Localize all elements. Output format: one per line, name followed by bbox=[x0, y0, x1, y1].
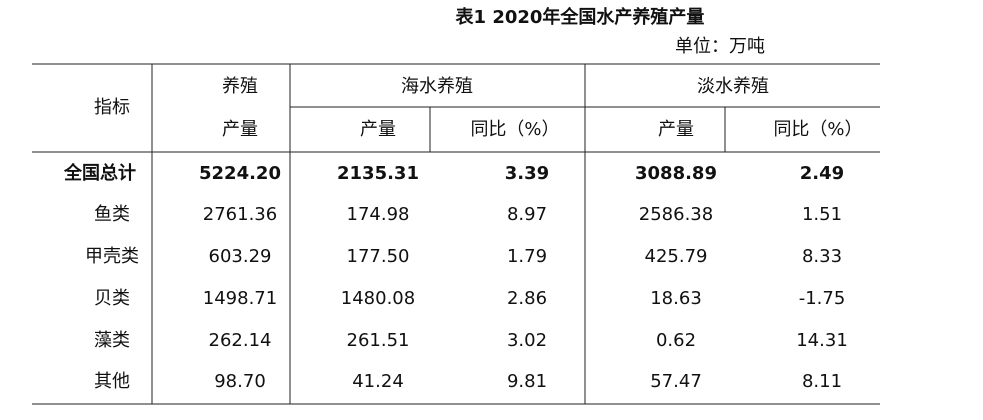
row-label: 全国总计 bbox=[63, 162, 136, 184]
cell: 2.86 bbox=[507, 288, 547, 309]
cell: 18.63 bbox=[650, 288, 702, 309]
row-label: 贝类 bbox=[94, 288, 130, 309]
cell: 2586.38 bbox=[639, 204, 713, 225]
header-cell: 产量 bbox=[658, 119, 694, 140]
header-cell: 养殖 bbox=[222, 75, 258, 97]
cell: -1.75 bbox=[799, 288, 846, 309]
cell: 8.33 bbox=[802, 246, 842, 267]
unit: 单位：万吨 bbox=[675, 36, 765, 57]
row-label: 藻类 bbox=[94, 330, 130, 351]
cell: 603.29 bbox=[209, 246, 272, 267]
cell: 41.24 bbox=[352, 371, 404, 392]
cell: 3.02 bbox=[507, 330, 547, 351]
cell: 0.62 bbox=[656, 330, 696, 351]
cell: 1.79 bbox=[507, 246, 547, 267]
header-cell: 指标 bbox=[94, 97, 130, 118]
cell: 3088.89 bbox=[635, 163, 717, 184]
cell: 177.50 bbox=[347, 246, 410, 267]
cell: 1.51 bbox=[802, 204, 842, 225]
cell: 1498.71 bbox=[203, 288, 277, 309]
cell: 3.39 bbox=[505, 163, 549, 184]
grid bbox=[32, 63, 880, 405]
header-cell: 海水养殖 bbox=[401, 75, 473, 97]
row-label: 甲壳类 bbox=[85, 246, 139, 267]
cell: 2.49 bbox=[800, 163, 844, 184]
cell: 5224.20 bbox=[199, 163, 281, 184]
cell: 2135.31 bbox=[337, 163, 419, 184]
cell: 98.70 bbox=[214, 371, 266, 392]
row-label: 其他 bbox=[94, 371, 130, 392]
cell: 57.47 bbox=[650, 371, 702, 392]
header-cell: 同比（%） bbox=[470, 119, 559, 140]
row-label: 鱼类 bbox=[94, 204, 130, 225]
header-cell: 淡水养殖 bbox=[697, 75, 769, 97]
cell: 8.11 bbox=[802, 371, 842, 392]
cell: 2761.36 bbox=[203, 204, 277, 225]
cell: 425.79 bbox=[645, 246, 708, 267]
cell: 14.31 bbox=[796, 330, 848, 351]
cell: 1480.08 bbox=[341, 288, 415, 309]
title: 表1 2020年全国水产养殖产量 bbox=[456, 6, 705, 28]
cell: 9.81 bbox=[507, 371, 547, 392]
header-cell: 产量 bbox=[222, 119, 258, 140]
cell: 261.51 bbox=[347, 330, 410, 351]
cell: 8.97 bbox=[507, 204, 547, 225]
header-cell: 产量 bbox=[360, 119, 396, 140]
header-cell: 同比（%） bbox=[773, 119, 862, 140]
cell: 262.14 bbox=[209, 330, 272, 351]
cell: 174.98 bbox=[347, 204, 410, 225]
